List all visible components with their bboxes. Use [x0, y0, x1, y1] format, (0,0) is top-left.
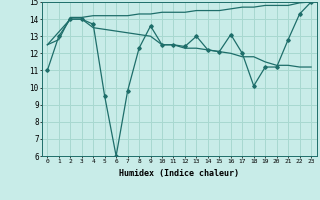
X-axis label: Humidex (Indice chaleur): Humidex (Indice chaleur): [119, 169, 239, 178]
